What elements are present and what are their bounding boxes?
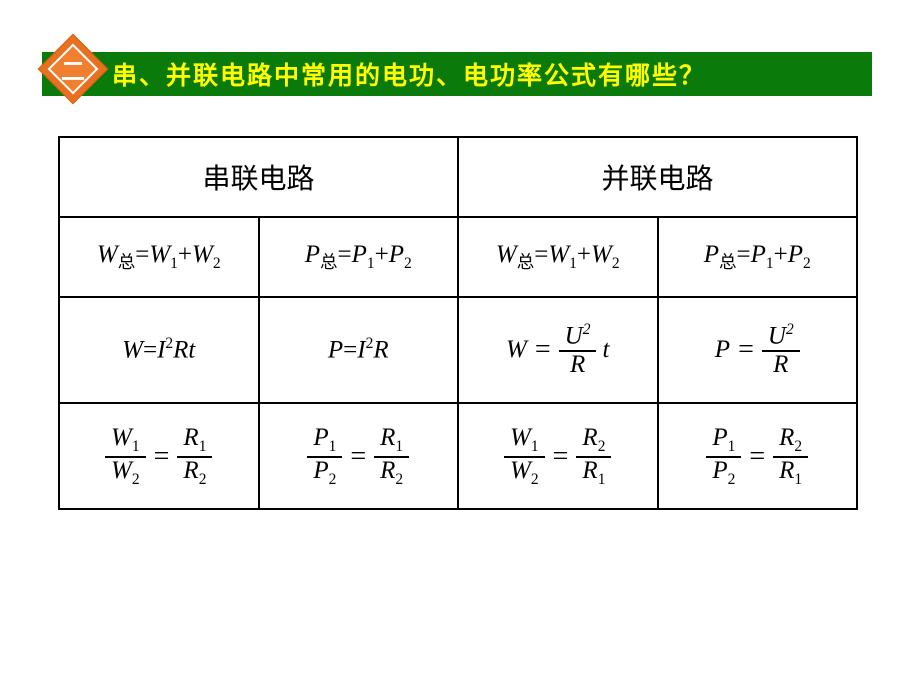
sym: W (97, 241, 118, 268)
section-badge: 二 (38, 34, 108, 104)
table-row: W=I2Rt P=I2R W = U2 R t P = (59, 297, 857, 403)
sub: 总 (719, 252, 737, 272)
cell-parallel-P-ratio: P1 P2 = R2 R1 (658, 403, 858, 509)
sub: 总 (118, 252, 136, 272)
equals: = (154, 441, 170, 473)
numerator: U2 (762, 322, 800, 350)
equals: = (738, 334, 754, 366)
equals: = (350, 441, 366, 473)
denominator: R2 (374, 456, 409, 488)
numerator: U2 (559, 322, 597, 350)
fraction: P1 P2 (307, 425, 342, 488)
numerator: W1 (504, 425, 545, 455)
cell-series-W-total: W总=W1+W2 (59, 217, 259, 297)
sub: 总 (320, 252, 338, 272)
sub: 1 (367, 255, 375, 272)
numerator: R1 (177, 425, 212, 455)
cell-parallel-W-ratio: W1 W2 = R2 R1 (458, 403, 658, 509)
sup: 2 (165, 335, 173, 352)
sub: 2 (213, 255, 221, 272)
sym: P (305, 241, 320, 268)
denominator: W2 (105, 456, 146, 488)
cell-series-P-formula: P=I2R (259, 297, 459, 403)
header-series: 串联电路 (59, 137, 458, 217)
numerator: R2 (576, 425, 611, 455)
denominator: P2 (706, 456, 741, 488)
fraction: U2 R (762, 322, 800, 378)
equals: = (749, 441, 765, 473)
sym: W (496, 241, 517, 268)
sym: P (389, 241, 404, 268)
sub: 1 (569, 255, 577, 272)
sym: P (715, 336, 730, 364)
sub: 1 (766, 255, 774, 272)
sub: 总 (517, 252, 535, 272)
denominator: R1 (576, 456, 611, 488)
sym: W (192, 241, 213, 268)
section-number: 二 (61, 52, 85, 87)
sym: P (788, 241, 803, 268)
fraction: R2 R1 (576, 425, 611, 488)
fraction: U2 R (559, 322, 597, 378)
formula-table-container: 串联电路 并联电路 W总=W1+W2 P总=P1+P2 W总=W1+W2 P总=… (58, 136, 858, 510)
sym: Rt (173, 337, 195, 364)
sub: 2 (612, 255, 620, 272)
cell-series-W-formula: W=I2Rt (59, 297, 259, 403)
fraction: W1 W2 (504, 425, 545, 488)
denominator: P2 (307, 456, 342, 488)
sym: W (591, 241, 612, 268)
sym: P (328, 337, 343, 364)
denominator: R (762, 350, 800, 378)
fraction: R2 R1 (773, 425, 808, 488)
cell-parallel-W-total: W总=W1+W2 (458, 217, 658, 297)
numerator: P1 (307, 425, 342, 455)
table-header-row: 串联电路 并联电路 (59, 137, 857, 217)
sym: P (704, 241, 719, 268)
sym: W (506, 336, 527, 364)
numerator: W1 (105, 425, 146, 455)
cell-series-P-ratio: P1 P2 = R1 R2 (259, 403, 459, 509)
fraction: R1 R2 (374, 425, 409, 488)
header-parallel: 并联电路 (458, 137, 857, 217)
sym: P (751, 241, 766, 268)
numerator: R2 (773, 425, 808, 455)
denominator: R1 (773, 456, 808, 488)
denominator: R2 (177, 456, 212, 488)
equals: = (553, 441, 569, 473)
fraction: P1 P2 (706, 425, 741, 488)
numerator: P1 (706, 425, 741, 455)
fraction: R1 R2 (177, 425, 212, 488)
fraction: W1 W2 (105, 425, 146, 488)
tail: t (602, 336, 609, 364)
table-row: W总=W1+W2 P总=P1+P2 W总=W1+W2 P总=P1+P2 (59, 217, 857, 297)
table-row: W1 W2 = R1 R2 P1 P2 = (59, 403, 857, 509)
sym: W (548, 241, 569, 268)
sub: 2 (803, 255, 811, 272)
page-title: 串、并联电路中常用的电功、电功率公式有哪些？ (112, 56, 706, 92)
cell-parallel-P-total: P总=P1+P2 (658, 217, 858, 297)
sym: P (352, 241, 367, 268)
numerator: R1 (374, 425, 409, 455)
cell-series-P-total: P总=P1+P2 (259, 217, 459, 297)
sym: I (357, 337, 365, 364)
sym: W (122, 337, 143, 364)
denominator: W2 (504, 456, 545, 488)
cell-parallel-W-formula: W = U2 R t (458, 297, 658, 403)
cell-series-W-ratio: W1 W2 = R1 R2 (59, 403, 259, 509)
sub: 2 (404, 255, 412, 272)
sub: 1 (170, 255, 178, 272)
denominator: R (559, 350, 597, 378)
sym: W (149, 241, 170, 268)
cell-parallel-P-formula: P = U2 R (658, 297, 858, 403)
formula-table: 串联电路 并联电路 W总=W1+W2 P总=P1+P2 W总=W1+W2 P总=… (58, 136, 858, 510)
equals: = (535, 334, 551, 366)
sym: R (373, 337, 388, 364)
